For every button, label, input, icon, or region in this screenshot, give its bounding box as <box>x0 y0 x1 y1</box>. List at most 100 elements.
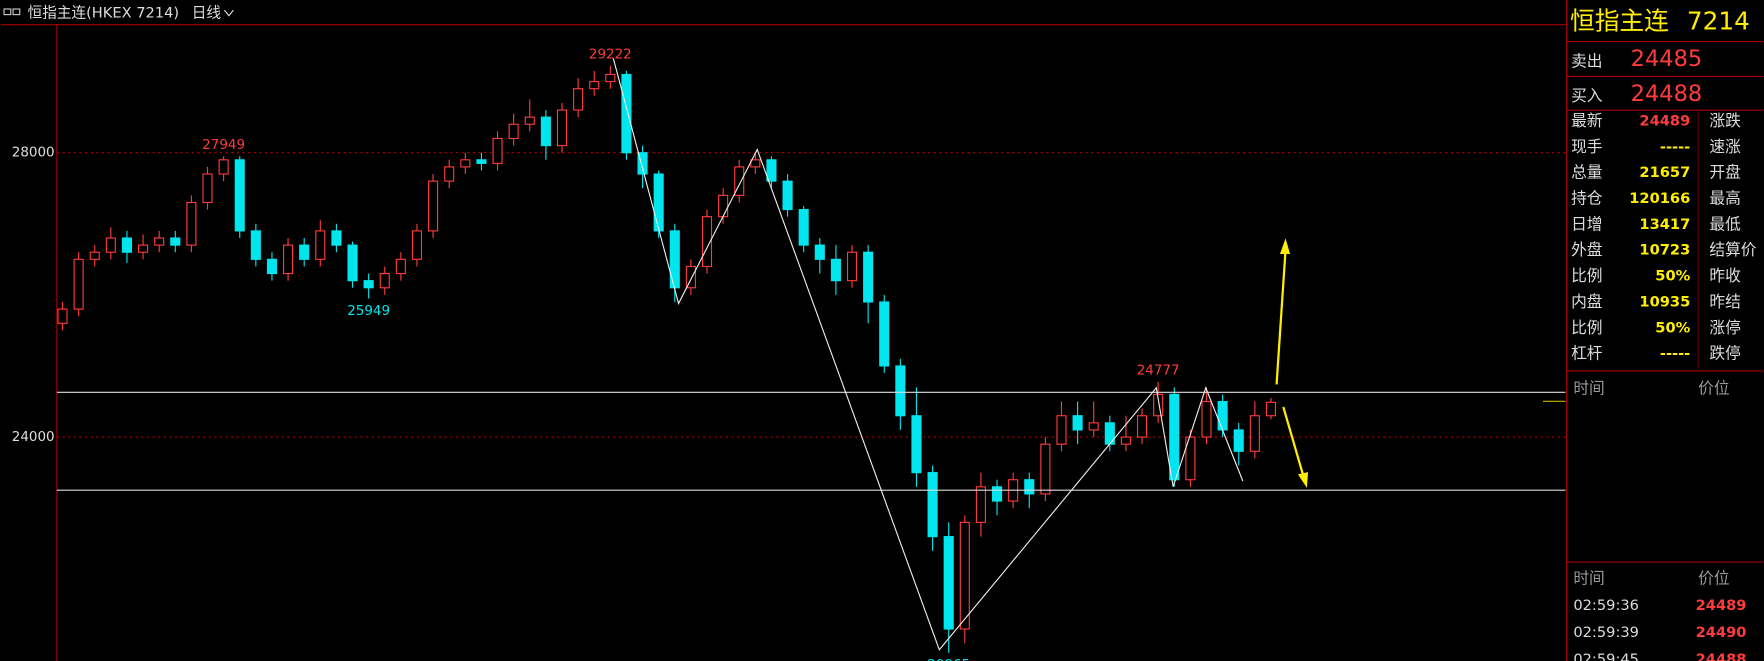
candle-body <box>73 258 84 310</box>
candle-body <box>331 230 342 246</box>
quote-value: 50% <box>1655 319 1690 336</box>
quote-value: ----- <box>1660 138 1690 155</box>
ticks-header-time: 时间 <box>1573 378 1604 397</box>
candle-body <box>943 536 954 630</box>
candle-body <box>589 81 600 90</box>
candle-body <box>830 258 841 282</box>
candle-body <box>444 166 455 182</box>
quote-label: 最低 <box>1709 214 1741 233</box>
candle-body <box>846 251 858 282</box>
quote-label: 比例 <box>1571 266 1602 285</box>
quote-label: 最新 <box>1571 111 1603 130</box>
trade-time: 02:59:45 <box>1573 651 1639 661</box>
candle-body <box>1088 422 1099 431</box>
quote-label: 现手 <box>1571 137 1602 156</box>
down-arrow <box>1282 406 1305 477</box>
candle-body <box>653 173 664 232</box>
extreme-label: 20965 <box>927 657 970 661</box>
candle-body <box>975 486 986 523</box>
candle-body <box>218 159 229 175</box>
candle-body <box>556 109 568 147</box>
trades-header-time: 时间 <box>1573 568 1604 587</box>
candle-body <box>879 301 890 367</box>
quote-value: 10935 <box>1639 293 1690 310</box>
zigzag-trendline <box>612 58 1244 651</box>
candle-body <box>782 180 793 211</box>
y-tick-label: 24000 <box>12 429 55 445</box>
candle-body <box>766 159 777 182</box>
quote-label: 跌停 <box>1709 344 1740 363</box>
candle-body <box>1056 415 1067 445</box>
quote-label: 结算价 <box>1709 240 1756 259</box>
extreme-label: 27949 <box>202 137 245 153</box>
candle-body <box>1265 401 1277 417</box>
trade-time: 02:59:39 <box>1573 624 1639 641</box>
dropdown-arrow[interactable] <box>223 9 234 17</box>
candle-body <box>927 472 938 538</box>
candle-body <box>959 521 970 630</box>
candle-body <box>718 194 729 218</box>
panel-code: 7214 <box>1687 6 1750 35</box>
quote-label: 速涨 <box>1709 137 1741 156</box>
candle-body <box>1217 400 1228 431</box>
candle-body <box>814 244 825 260</box>
candle-body <box>911 415 922 474</box>
quote-label: 杠杆 <box>1571 344 1603 363</box>
quote-value: 120166 <box>1629 190 1690 207</box>
quote-label: 日增 <box>1571 214 1602 233</box>
extreme-label: 25949 <box>347 303 390 319</box>
trade-price: 24489 <box>1696 597 1747 614</box>
candle-body <box>266 258 278 275</box>
candle-body <box>234 159 245 232</box>
candle-body <box>476 159 487 164</box>
quote-label: 总量 <box>1571 163 1602 182</box>
candle-body <box>460 159 471 168</box>
trade-time: 02:59:36 <box>1573 597 1639 614</box>
candle-body <box>540 116 551 147</box>
y-tick-label: 28000 <box>12 145 55 161</box>
candle-body <box>138 244 149 253</box>
candle-body <box>798 209 809 246</box>
candle-body <box>991 486 1003 502</box>
candle-body <box>1185 436 1196 481</box>
quote-label: 昨结 <box>1709 292 1740 311</box>
up-arrowhead <box>1279 238 1291 255</box>
menu-icon[interactable] <box>12 8 21 16</box>
candle-body <box>1201 400 1212 438</box>
period-selector[interactable]: 日线 <box>192 4 222 21</box>
quote-value: 21657 <box>1639 164 1690 181</box>
candle-body <box>1040 443 1051 495</box>
candle-body <box>202 173 213 204</box>
sell-label: 卖出 <box>1571 51 1602 70</box>
candle-body <box>685 265 696 289</box>
quote-label: 开盘 <box>1709 163 1741 182</box>
trades-header-price: 价位 <box>1698 568 1729 587</box>
extreme-label: 29222 <box>589 47 632 63</box>
quote-label: 涨停 <box>1709 318 1740 337</box>
candle-body <box>573 88 584 111</box>
candle-body <box>1072 415 1083 431</box>
candle-body <box>363 280 374 289</box>
menu-icon[interactable] <box>3 8 12 16</box>
candle-body <box>250 230 261 260</box>
candle-body <box>283 244 294 275</box>
buy-label: 买入 <box>1571 86 1603 105</box>
trade-price: 24490 <box>1696 624 1747 641</box>
candle-body <box>1233 429 1244 452</box>
candle-body <box>1120 436 1131 445</box>
candle-body <box>701 216 713 268</box>
panel-title: 恒指主连 <box>1570 6 1669 35</box>
candle-body <box>605 73 616 83</box>
candle-body <box>1024 479 1035 495</box>
candle-body <box>1169 393 1180 481</box>
candle-body <box>1153 393 1164 417</box>
quote-value: 24489 <box>1639 112 1690 129</box>
quote-label: 外盘 <box>1571 240 1603 259</box>
sell-price: 24485 <box>1631 46 1702 72</box>
candle-body <box>863 251 874 303</box>
candle-body <box>315 230 326 260</box>
quote-label: 昨收 <box>1709 266 1741 285</box>
candle-body <box>411 230 423 260</box>
